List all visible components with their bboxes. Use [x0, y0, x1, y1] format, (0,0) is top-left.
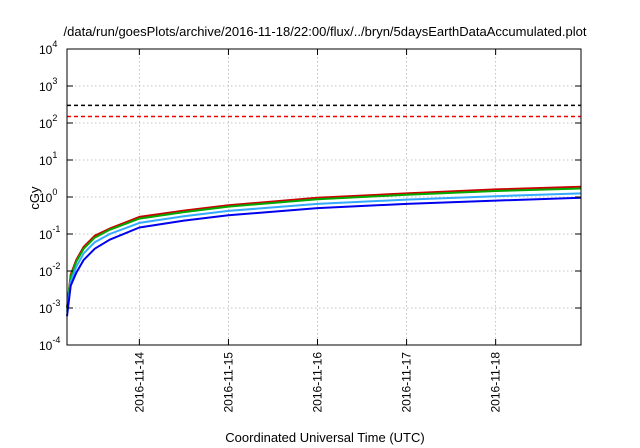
y-tick-label: 100 [39, 187, 57, 205]
x-tick-label: 2016-11-16 [311, 352, 325, 413]
y-tick-label: 102 [39, 113, 57, 131]
y-tick-label: 104 [39, 39, 57, 57]
x-axis-label: Coordinated Universal Time (UTC) [225, 430, 424, 445]
y-tick-label: 10-3 [39, 298, 60, 316]
y-axis-label: cGy [27, 186, 42, 210]
x-tick-label: 2016-11-17 [400, 352, 414, 413]
series-line [66, 187, 582, 309]
y-tick-label: 10-4 [39, 335, 60, 353]
chart-title: /data/run/goesPlots/archive/2016-11-18/2… [64, 24, 587, 39]
y-axis-ticks: 10-4 10-3 10-2 10-1 100 101 102 103 104 [39, 39, 581, 353]
series-line [66, 196, 582, 317]
threshold-lines [67, 104, 581, 118]
x-tick-label: 2016-11-15 [221, 352, 235, 413]
y-tick-label: 103 [39, 76, 57, 94]
series-line [66, 185, 582, 309]
x-axis-ticks: 2016-11-14 2016-11-15 2016-11-16 2016-11-17… [132, 49, 503, 413]
x-tick-label: 2016-11-18 [489, 352, 503, 413]
y-tick-label: 101 [39, 150, 57, 168]
x-tick-label: 2016-11-14 [132, 352, 146, 413]
data-series [66, 185, 582, 317]
series-line [66, 192, 582, 312]
y-tick-label: 10-1 [39, 224, 60, 242]
y-tick-label: 10-2 [39, 261, 60, 279]
